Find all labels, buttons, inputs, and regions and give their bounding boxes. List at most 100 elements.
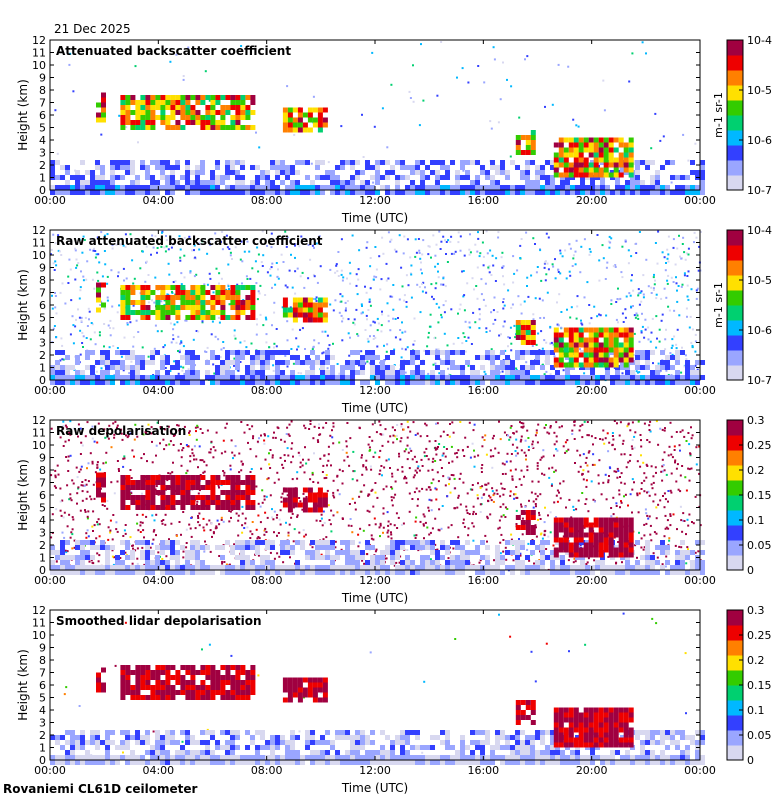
- y-tick-label: 4: [39, 324, 46, 337]
- x-tick-label: 04:00: [142, 194, 174, 207]
- y-axis-label: Height (km): [16, 269, 30, 340]
- x-tick-label: 04:00: [142, 574, 174, 587]
- y-tick-label: 1: [39, 362, 46, 375]
- y-tick-label: 9: [39, 72, 46, 85]
- x-tick-label: 00:00: [684, 384, 716, 397]
- y-tick-label: 0: [39, 564, 46, 577]
- y-tick-label: 9: [39, 452, 46, 465]
- y-tick-label: 11: [32, 237, 46, 250]
- y-tick-label: 7: [39, 667, 46, 680]
- y-tick-label: 2: [39, 729, 46, 742]
- colorbar: 10-7 10-6 10-5 10-4 m-1 sr-1: [712, 34, 772, 197]
- y-tick-label: 6: [39, 679, 46, 692]
- colorbar-tick-label: 10-4: [747, 34, 772, 47]
- y-tick-label: 10: [32, 629, 46, 642]
- y-tick-label: 10: [32, 439, 46, 452]
- date-label: 21 Dec 2025: [54, 22, 131, 36]
- x-tick-label: 12:00: [359, 384, 391, 397]
- x-axis-label: Time (UTC): [341, 401, 408, 415]
- y-axis-label: Height (km): [16, 649, 30, 720]
- y-tick-label: 9: [39, 642, 46, 655]
- x-tick-label: 04:00: [142, 384, 174, 397]
- colorbar-tick-label: 10-6: [747, 134, 772, 147]
- x-tick-label: 00:00: [684, 194, 716, 207]
- colorbar-tick-label: 10-5: [747, 84, 772, 97]
- y-tick-label: 2: [39, 159, 46, 172]
- panel-title: Raw attenuated backscatter coefficient: [56, 234, 323, 248]
- y-tick-label: 3: [39, 717, 46, 730]
- colorbar: 0 0.05 0.1 0.15 0.2 0.25 0.3: [726, 414, 772, 577]
- colorbar-tick-label: 0.2: [747, 464, 765, 477]
- y-tick-label: 4: [39, 134, 46, 147]
- x-tick-label: 12:00: [359, 764, 391, 777]
- colorbar-tick-label: 10-7: [747, 374, 772, 387]
- y-tick-label: 3: [39, 147, 46, 160]
- x-tick-label: 12:00: [359, 194, 391, 207]
- x-tick-label: 20:00: [576, 384, 608, 397]
- colorbar-tick-label: 0: [747, 564, 754, 577]
- x-tick-label: 08:00: [251, 194, 283, 207]
- y-tick-label: 4: [39, 704, 46, 717]
- colorbar-tick-label: 0.15: [747, 489, 772, 502]
- y-tick-label: 11: [32, 47, 46, 60]
- y-tick-label: 12: [32, 34, 46, 47]
- x-tick-label: 16:00: [467, 194, 499, 207]
- y-tick-label: 8: [39, 464, 46, 477]
- x-tick-label: 00:00: [34, 764, 66, 777]
- x-axis-label: Time (UTC): [341, 781, 408, 795]
- y-tick-label: 12: [32, 414, 46, 427]
- y-tick-label: 9: [39, 262, 46, 275]
- x-tick-label: 00:00: [684, 574, 716, 587]
- y-tick-label: 7: [39, 287, 46, 300]
- x-axis-label: Time (UTC): [341, 211, 408, 225]
- y-tick-label: 12: [32, 224, 46, 237]
- y-tick-label: 3: [39, 337, 46, 350]
- colorbar-tick-label: 0.25: [747, 629, 772, 642]
- colorbar-tick-label: 0.3: [747, 604, 765, 617]
- y-tick-label: 8: [39, 654, 46, 667]
- y-tick-label: 6: [39, 109, 46, 122]
- y-tick-label: 5: [39, 312, 46, 325]
- x-tick-label: 12:00: [359, 574, 391, 587]
- colorbar-tick-label: 10-7: [747, 184, 772, 197]
- y-tick-label: 1: [39, 552, 46, 565]
- panel-title: Smoothed lidar depolarisation: [56, 614, 262, 628]
- colorbar-tick-label: 0: [747, 754, 754, 767]
- x-tick-label: 16:00: [467, 574, 499, 587]
- x-tick-label: 16:00: [467, 764, 499, 777]
- colorbar: 10-7 10-6 10-5 10-4 m-1 sr-1: [712, 224, 772, 387]
- y-tick-label: 5: [39, 502, 46, 515]
- colorbar-tick-label: 0.2: [747, 654, 765, 667]
- y-tick-label: 8: [39, 274, 46, 287]
- x-tick-label: 00:00: [684, 764, 716, 777]
- y-tick-label: 1: [39, 172, 46, 185]
- panel-title: Raw depolarisation: [56, 424, 186, 438]
- y-tick-label: 11: [32, 617, 46, 630]
- colorbar: 0 0.05 0.1 0.15 0.2 0.25 0.3: [726, 604, 772, 767]
- x-tick-label: 00:00: [34, 384, 66, 397]
- y-tick-label: 0: [39, 754, 46, 767]
- y-tick-label: 2: [39, 539, 46, 552]
- x-tick-label: 00:00: [34, 194, 66, 207]
- y-tick-label: 8: [39, 84, 46, 97]
- x-tick-label: 08:00: [251, 764, 283, 777]
- x-tick-label: 20:00: [576, 764, 608, 777]
- y-tick-label: 0: [39, 184, 46, 197]
- y-tick-label: 7: [39, 477, 46, 490]
- y-axis-label: Height (km): [16, 79, 30, 150]
- y-tick-label: 10: [32, 249, 46, 262]
- colorbar-tick-label: 10-5: [747, 274, 772, 287]
- x-tick-label: 00:00: [34, 574, 66, 587]
- y-tick-label: 6: [39, 489, 46, 502]
- colorbar-tick-label: 0.05: [747, 539, 772, 552]
- colorbar-tick-label: 0.15: [747, 679, 772, 692]
- x-tick-label: 04:00: [142, 764, 174, 777]
- y-tick-label: 4: [39, 514, 46, 527]
- colorbar-tick-label: 0.1: [747, 704, 765, 717]
